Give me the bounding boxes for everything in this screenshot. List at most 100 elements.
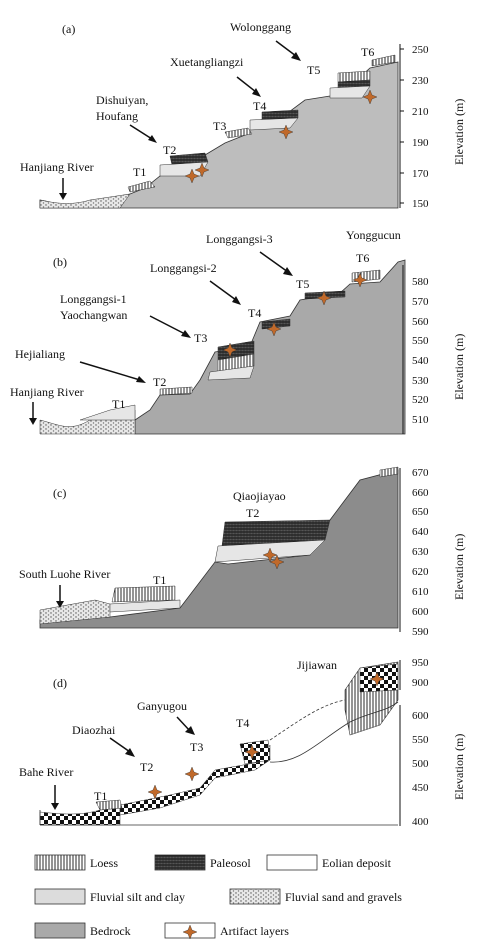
loess xyxy=(379,466,399,478)
tick-label: 530 xyxy=(412,375,429,387)
fluvial-silt xyxy=(159,161,209,177)
eolian xyxy=(269,699,346,741)
site-label: Houfang xyxy=(96,109,138,123)
tick-label: 520 xyxy=(412,394,429,406)
loess xyxy=(371,54,396,67)
legend-label: Loess xyxy=(90,856,118,870)
legend-swatch-silt xyxy=(34,888,86,905)
tick-label: 150 xyxy=(412,198,429,210)
artifact-markers xyxy=(262,547,285,570)
fluvial-silt xyxy=(109,599,181,613)
fluvial-silt xyxy=(39,193,131,209)
legend-swatch-sand xyxy=(229,888,281,905)
loess xyxy=(159,386,193,396)
legend-label: Fluvial silt and clay xyxy=(90,890,185,904)
axis-title: Elevation (m) xyxy=(452,99,466,165)
artifact-markers xyxy=(147,671,385,800)
tick-label: 610 xyxy=(412,586,429,598)
terrace-label: T1 xyxy=(153,573,166,587)
legend-swatch-loess xyxy=(34,854,86,871)
terrace-label: T6 xyxy=(356,251,369,265)
tick-label: 620 xyxy=(412,566,429,578)
tick-label: 570 xyxy=(412,296,429,308)
loess xyxy=(111,585,176,603)
fluvial-silt xyxy=(329,85,371,99)
tick-label: 670 xyxy=(412,467,429,479)
panel-b: (b) 580 570 560 550 540 530 520 510 Elev… xyxy=(10,228,466,435)
terrace-label: T5 xyxy=(296,277,309,291)
tick-label: 210 xyxy=(412,106,429,118)
terrace-label: T3 xyxy=(194,331,207,345)
legend-swatch-eolian xyxy=(266,854,318,871)
panel-label: (d) xyxy=(53,676,67,690)
site-label: Xuetangliangzi xyxy=(170,55,244,69)
tick-label: 550 xyxy=(412,335,429,347)
y-ticks xyxy=(400,48,404,204)
river-label: Hanjiang River xyxy=(20,160,94,174)
axis-title: Elevation (m) xyxy=(452,534,466,600)
river-label: Bahe River xyxy=(19,765,73,779)
panel-a: (a) 250 230 210 190 170 150 El xyxy=(20,20,466,210)
panel-label: (c) xyxy=(53,486,66,500)
tick-label: 950 xyxy=(412,657,429,669)
tick-label: 500 xyxy=(412,758,429,770)
loess xyxy=(95,799,123,811)
terrace-label: T1 xyxy=(112,397,125,411)
terrace-label: T2 xyxy=(246,506,259,520)
panel-d: (d) 950 900 600 550 500 450 400 Elevatio… xyxy=(19,657,466,828)
terrace-label: T2 xyxy=(140,760,153,774)
terrace-label: T5 xyxy=(307,63,320,77)
axis-title: Elevation (m) xyxy=(452,734,466,800)
terrace-label: T1 xyxy=(94,789,107,803)
site-label: Wolonggang xyxy=(230,20,291,34)
site-label: Ganyugou xyxy=(137,699,187,713)
panel-label: (b) xyxy=(53,255,67,269)
terrace-label: T4 xyxy=(236,716,249,730)
terrace-label: T2 xyxy=(163,143,176,157)
site-label: Qiaojiayao xyxy=(233,489,286,503)
legend-swatch-bedrock xyxy=(34,922,86,939)
tick-label: 640 xyxy=(412,526,429,538)
tick-label: 560 xyxy=(412,316,429,328)
tick-label: 540 xyxy=(412,355,429,367)
tick-label: 250 xyxy=(412,44,429,56)
artifact-markers xyxy=(184,89,378,184)
panel-label: (a) xyxy=(62,22,75,36)
terrace-label: T4 xyxy=(253,99,266,113)
tick-label: 190 xyxy=(412,137,429,149)
paleosol xyxy=(261,318,291,330)
site-label: Hejialiang xyxy=(15,347,65,361)
fluvial-silt xyxy=(207,365,255,381)
loess xyxy=(224,127,253,139)
artifact-icon xyxy=(182,924,198,940)
tick-label: 650 xyxy=(412,506,429,518)
fluvial-silt xyxy=(79,404,136,421)
tick-label: 600 xyxy=(412,606,429,618)
eolian xyxy=(269,701,399,763)
terrace-label: T6 xyxy=(361,45,374,59)
site-label: Longgangsi-1 xyxy=(60,292,127,306)
river-label: Hanjiang River xyxy=(10,385,84,399)
legend-swatch-paleosol xyxy=(154,854,206,871)
legend-label: Eolian deposit xyxy=(322,856,392,870)
site-label: Jijiawan xyxy=(297,658,337,672)
legend-label: Paleosol xyxy=(210,856,251,870)
tick-label: 600 xyxy=(412,710,429,722)
river-label: South Luohe River xyxy=(19,567,110,581)
site-label: Dishuiyan, xyxy=(96,93,148,107)
terrace-label: T3 xyxy=(213,119,226,133)
legend: Loess Paleosol Eolian deposit Fluvial si… xyxy=(34,854,402,940)
tick-label: 660 xyxy=(412,487,429,499)
tick-label: 400 xyxy=(412,816,429,828)
bedrock xyxy=(134,259,406,435)
tick-label: 550 xyxy=(412,734,429,746)
panel-c: (c) 670 660 650 640 630 620 610 600 590 … xyxy=(19,466,466,638)
tick-label: 630 xyxy=(412,546,429,558)
legend-label: Fluvial sand and gravels xyxy=(285,890,402,904)
terrace-label: T2 xyxy=(153,375,166,389)
legend-label: Artifact layers xyxy=(220,924,289,938)
site-label: Yaochangwan xyxy=(60,308,127,322)
site-label: Longgangsi-2 xyxy=(150,261,217,275)
tick-label: 450 xyxy=(412,782,429,794)
